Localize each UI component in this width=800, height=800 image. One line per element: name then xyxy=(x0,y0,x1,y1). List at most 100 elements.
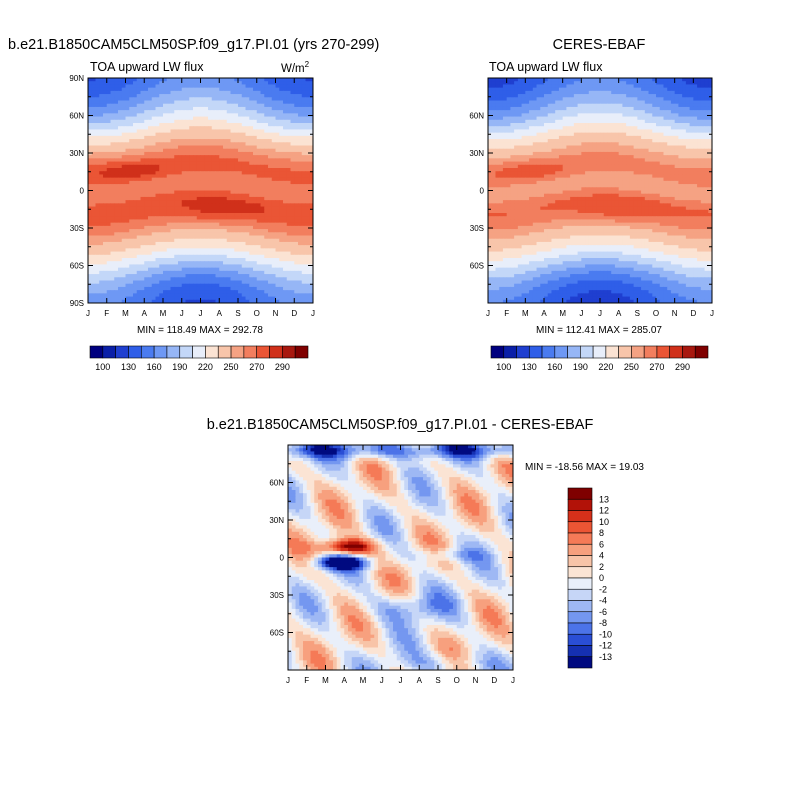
heatmap-cell xyxy=(144,254,149,259)
heatmap-cell xyxy=(196,168,201,172)
heatmap-cell xyxy=(283,90,288,95)
heatmap-cell xyxy=(264,177,269,182)
heatmap-cell xyxy=(652,106,657,111)
heatmap-cell xyxy=(223,132,228,137)
heatmap-cell xyxy=(271,264,276,269)
heatmap-cell xyxy=(88,135,93,140)
heatmap-cell xyxy=(249,116,254,121)
heatmap-cell xyxy=(125,196,130,201)
heatmap-cell xyxy=(88,219,93,224)
heatmap-cell xyxy=(290,213,295,217)
heatmap-cell xyxy=(286,155,291,159)
heatmap-cell xyxy=(215,94,220,98)
heatmap-cell xyxy=(491,103,496,108)
heatmap-cell xyxy=(181,251,186,256)
heatmap-cell xyxy=(125,216,130,220)
heatmap-cell xyxy=(279,155,284,159)
heatmap-cell xyxy=(185,222,190,227)
heatmap-cell xyxy=(144,174,149,179)
heatmap-cell xyxy=(170,168,175,172)
heatmap-cell xyxy=(208,184,213,188)
heatmap-cell xyxy=(581,81,586,85)
heatmap-cell xyxy=(200,119,205,124)
heatmap-cell xyxy=(170,184,175,188)
heatmap-cell xyxy=(193,216,198,220)
heatmap-cell xyxy=(245,103,250,108)
heatmap-cell xyxy=(129,293,134,298)
heatmap-cell xyxy=(226,110,231,114)
heatmap-cell xyxy=(234,110,239,114)
heatmap-cell xyxy=(121,206,126,211)
heatmap-cell xyxy=(178,213,183,217)
heatmap-cell xyxy=(283,142,288,146)
heatmap-cell xyxy=(491,94,496,98)
heatmap-cell xyxy=(178,177,183,182)
heatmap-cell xyxy=(151,123,156,127)
heatmap-cell xyxy=(106,119,111,124)
heatmap-cell xyxy=(573,94,579,98)
heatmap-cell xyxy=(159,225,164,230)
heatmap-cell xyxy=(114,180,119,185)
heatmap-cell xyxy=(547,106,552,111)
heatmap-cell xyxy=(279,180,284,185)
heatmap-cell xyxy=(290,267,295,272)
heatmap-cell xyxy=(204,135,209,140)
heatmap-cell xyxy=(99,229,104,233)
heatmap-cell xyxy=(144,270,149,275)
heatmap-cell xyxy=(249,229,254,233)
heatmap-cell xyxy=(99,238,104,243)
heatmap-cell xyxy=(133,110,138,114)
heatmap-cell xyxy=(544,110,549,114)
heatmap-cell xyxy=(256,296,261,301)
heatmap-cell xyxy=(189,299,194,304)
heatmap-cell xyxy=(245,129,250,134)
heatmap-cell xyxy=(193,258,198,262)
heatmap-cell xyxy=(129,213,134,217)
heatmap-cell xyxy=(260,200,265,204)
heatmap-cell xyxy=(159,277,164,281)
heatmap-cell xyxy=(275,206,280,211)
heatmap-cell xyxy=(294,97,299,101)
heatmap-cell xyxy=(581,78,586,82)
heatmap-cell xyxy=(118,274,123,278)
heatmap-cell xyxy=(159,84,164,89)
heatmap-cell xyxy=(148,129,153,134)
heatmap-cell xyxy=(129,87,134,92)
heatmap-cell xyxy=(305,94,310,98)
heatmap-cell xyxy=(125,235,130,240)
heatmap-cell xyxy=(196,174,201,179)
heatmap-cell xyxy=(286,213,291,217)
heatmap-cell xyxy=(99,94,104,98)
heatmap-cell xyxy=(234,232,239,236)
heatmap-cell xyxy=(641,81,646,85)
heatmap-cell xyxy=(656,100,661,105)
heatmap-cell xyxy=(286,245,291,249)
heatmap-cell xyxy=(121,245,126,249)
heatmap-cell xyxy=(200,116,205,121)
heatmap-cell xyxy=(110,232,115,236)
heatmap-cell xyxy=(226,126,231,130)
heatmap-cell xyxy=(91,126,96,130)
heatmap-cell xyxy=(241,135,246,140)
heatmap-cell xyxy=(614,97,620,101)
heatmap-cell xyxy=(211,299,216,304)
heatmap-cell xyxy=(159,193,164,198)
heatmap-cell xyxy=(133,196,138,201)
heatmap-cell xyxy=(693,87,698,92)
heatmap-cell xyxy=(163,116,168,121)
heatmap-cell xyxy=(155,229,160,233)
heatmap-cell xyxy=(193,174,198,179)
heatmap-cell xyxy=(95,81,100,85)
heatmap-cell xyxy=(633,94,638,98)
heatmap-cell xyxy=(230,241,235,246)
heatmap-cell xyxy=(193,142,198,146)
heatmap-cell xyxy=(592,78,597,82)
heatmap-cell xyxy=(88,129,93,134)
heatmap-cell xyxy=(103,203,108,208)
heatmap-cell xyxy=(301,251,306,256)
heatmap-cell xyxy=(219,106,224,111)
heatmap-cell xyxy=(151,113,156,118)
heatmap-cell xyxy=(294,203,299,208)
heatmap-cell xyxy=(226,123,231,127)
heatmap-cell xyxy=(155,245,160,249)
